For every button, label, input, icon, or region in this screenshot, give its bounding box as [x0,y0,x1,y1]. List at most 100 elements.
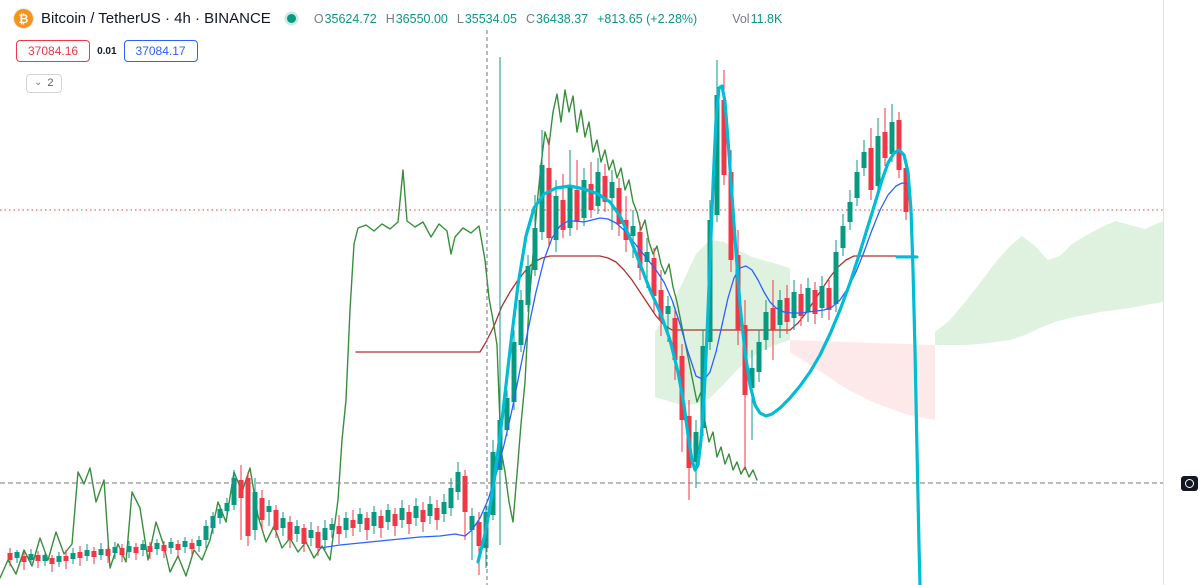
candle-body [280,518,286,528]
candle-body [672,318,678,360]
price-axis[interactable] [1164,0,1200,585]
bitcoin-logo-icon: ₿ [14,9,33,28]
candle-body [322,528,328,540]
candle-body [581,180,587,218]
candle-body [560,200,566,230]
candle-body [749,368,755,388]
candle-body [77,552,83,558]
candle-body [175,544,181,550]
candle-body [455,472,461,492]
symbol-title[interactable]: Bitcoin / TetherUS · 4h · BINANCE [41,10,271,27]
ichimoku-cloud-bull-right [935,221,1163,345]
candle-body [532,228,538,270]
buy-ask-button[interactable]: 37084.17 [123,40,198,62]
candle-body [14,552,20,558]
candle-body [392,514,398,526]
spread-value: 0.01 [97,45,117,57]
candle-body [245,478,251,536]
candle-body [714,95,720,215]
candle-body [413,506,419,518]
candle-body [896,120,902,170]
candle-body [469,516,475,530]
candle-body [644,252,650,262]
ichimoku-base-line [355,255,917,353]
price-axis-separator [1163,0,1164,585]
candle-body [21,556,27,562]
candle-body [434,508,440,520]
candle-body [217,509,223,518]
candle-body [574,190,580,222]
indicators-count: 2 [47,77,54,89]
candle-body [287,522,293,540]
ohlc-low: L35534.05 [456,11,517,26]
candle-body [357,514,363,524]
indicators-collapse-button[interactable]: ⌄ 2 [26,74,62,93]
candle-body [231,478,237,505]
candle-body [112,547,118,553]
candle-body [196,540,202,546]
candle-body [518,300,524,345]
candle-body [546,168,552,238]
candle-body [693,432,699,462]
candle-body [448,488,454,508]
candle-body [798,294,804,316]
symbol-legend: ₿ Bitcoin / TetherUS · 4h · BINANCE O356… [14,9,782,28]
candle-body [210,516,216,528]
candle-body [763,312,769,340]
candle-body [364,518,370,530]
candle-body [777,300,783,325]
candle-body [875,136,881,186]
candle-body [553,196,559,240]
candle-body [238,480,244,498]
candle-body [294,526,300,534]
candle-body [126,546,132,552]
candle-body [42,555,48,561]
candle-body [721,100,727,175]
candle-body [651,258,657,296]
ohlc-high: H36550.00 [385,11,448,26]
candle-body [161,545,167,551]
candle-body [378,516,384,528]
candle-body [665,306,671,314]
candle-body [805,288,811,312]
candle-body [91,551,97,557]
candle-body [301,528,307,544]
candle-body [399,508,405,520]
candle-body [630,226,636,236]
candle-body [609,182,615,198]
candle-body [350,520,356,528]
ohlc-values: O35624.72 H36550.00 L35534.05 C36438.37 … [314,12,783,26]
candle-body [854,172,860,198]
candle-body [133,547,139,553]
target-icon [1185,479,1194,488]
candle-body [105,549,111,556]
candle-body [441,502,447,514]
market-status-icon[interactable] [286,14,296,23]
candle-body [224,503,230,511]
candle-body [847,202,853,222]
candle-body [791,292,797,318]
candle-body [182,541,188,547]
candle-body [7,553,13,560]
candle-body [140,544,146,550]
candle-body [889,122,895,154]
candle-body [336,526,342,534]
candle-body [119,548,125,555]
candle-body [406,512,412,524]
candle-body [168,542,174,548]
regression-curve-line [476,84,922,585]
candles [7,57,909,575]
candle-body [833,252,839,304]
price-chart-canvas[interactable] [0,0,1163,585]
sell-bid-button[interactable]: 37084.16 [16,40,91,62]
candle-body [658,290,664,320]
candle-body [154,543,160,549]
bid-ask-row: 37084.16 0.01 37084.17 [16,40,198,62]
candle-body [882,132,888,158]
candle-body [567,186,573,228]
ohlc-open: O35624.72 [313,11,377,26]
candle-body [63,556,69,561]
candle-body [252,492,258,530]
price-chart[interactable] [0,0,1163,585]
